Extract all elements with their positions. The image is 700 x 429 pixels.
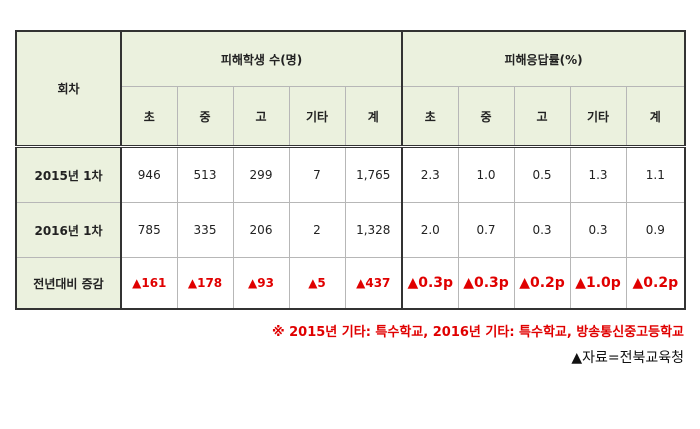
table-cell: 513 <box>176 146 234 203</box>
statistics-table: 회차 피해학생 수(명) 피해응답률(%) 초 중 고 기타 계 초 중 고 기… <box>15 30 687 310</box>
table-cell: 206 <box>232 202 290 258</box>
footnote: ※ 2015년 기타: 특수학교, 2016년 기타: 특수학교, 방송통신중고… <box>271 325 684 340</box>
col-header: 초 <box>401 86 459 148</box>
change-cell: ▲437 <box>344 257 404 310</box>
row-label: 2016년 1차 <box>15 202 122 258</box>
col-header: 계 <box>625 86 686 148</box>
col-header: 초 <box>120 86 178 148</box>
change-cell: ▲5 <box>288 257 346 310</box>
table-cell: 335 <box>176 202 234 258</box>
row-label: 전년대비 증감 <box>15 257 122 310</box>
change-cell: ▲93 <box>232 257 290 310</box>
table-cell: 0.9 <box>625 202 686 258</box>
table-cell: 0.7 <box>457 202 515 258</box>
change-cell: ▲178 <box>176 257 234 310</box>
table-cell: 785 <box>120 202 178 258</box>
table-cell: 1.1 <box>625 146 686 203</box>
col-header: 기타 <box>288 86 346 148</box>
round-header: 회차 <box>15 30 122 148</box>
table-cell: 0.3 <box>513 202 571 258</box>
change-cell: ▲0.3p <box>457 257 515 310</box>
row-label: 2015년 1차 <box>15 146 122 203</box>
table-cell: 1,328 <box>344 202 404 258</box>
response-rate-header: 피해응답률(%) <box>401 30 686 87</box>
victim-count-header: 피해학생 수(명) <box>120 30 404 87</box>
change-cell: ▲161 <box>120 257 178 310</box>
table-cell: 2 <box>288 202 346 258</box>
table-cell: 0.3 <box>569 202 627 258</box>
table-cell: 7 <box>288 146 346 203</box>
col-header: 중 <box>457 86 515 148</box>
table-cell: 1.0 <box>457 146 515 203</box>
col-header: 계 <box>344 86 404 148</box>
source-caption: ▲자료=전북교육청 <box>571 350 684 366</box>
table-cell: 946 <box>120 146 178 203</box>
change-cell: ▲0.2p <box>513 257 571 310</box>
col-header: 고 <box>513 86 571 148</box>
table-cell: 2.0 <box>401 202 459 258</box>
table-cell: 1.3 <box>569 146 627 203</box>
change-cell: ▲0.2p <box>625 257 686 310</box>
table-row: 2016년 1차 785 335 206 2 1,328 2.0 0.7 0.3… <box>15 202 686 258</box>
col-header: 기타 <box>569 86 627 148</box>
table-cell: 1,765 <box>344 146 404 203</box>
change-cell: ▲0.3p <box>401 257 459 310</box>
change-row: 전년대비 증감 ▲161 ▲178 ▲93 ▲5 ▲437 ▲0.3p ▲0.3… <box>15 257 686 310</box>
table-cell: 2.3 <box>401 146 459 203</box>
change-cell: ▲1.0p <box>569 257 627 310</box>
table-row: 2015년 1차 946 513 299 7 1,765 2.3 1.0 0.5… <box>15 146 686 203</box>
table-cell: 0.5 <box>513 146 571 203</box>
col-header: 고 <box>232 86 290 148</box>
col-header: 중 <box>176 86 234 148</box>
table-cell: 299 <box>232 146 290 203</box>
